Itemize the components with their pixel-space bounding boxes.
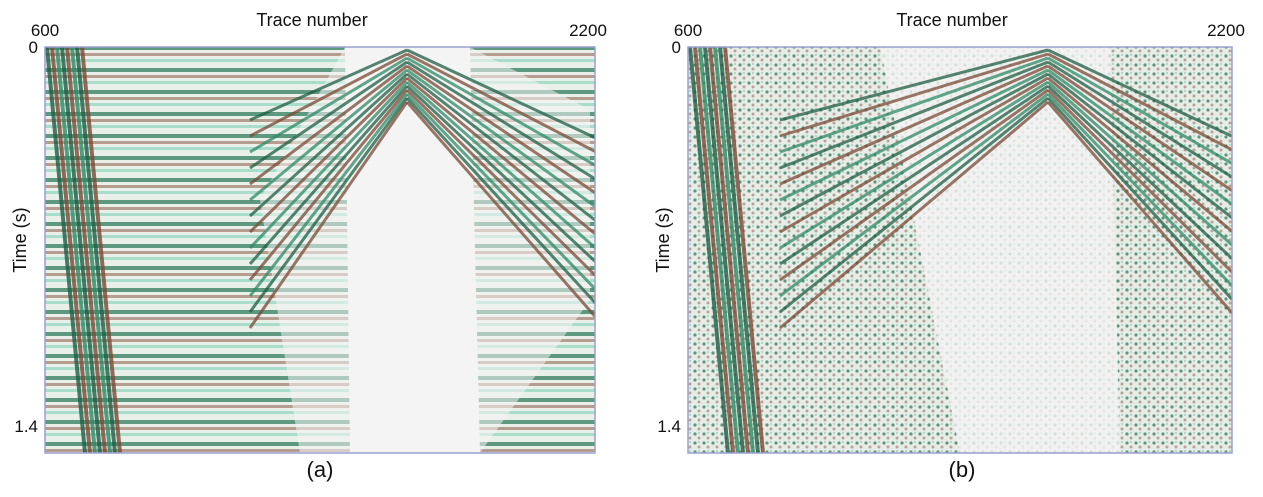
- event: [248, 93, 409, 297]
- event: [1047, 68, 1232, 207]
- event: [406, 80, 595, 250]
- seismic-image: [45, 47, 595, 453]
- event: [248, 97, 409, 313]
- event: [248, 85, 409, 265]
- x-tick-label: 2200: [1207, 21, 1245, 40]
- x-axis-label: Trace number: [896, 10, 1007, 30]
- y-tick-label: 0: [672, 38, 681, 57]
- event: [249, 60, 408, 170]
- event: [1047, 48, 1232, 138]
- event: [406, 64, 595, 195]
- event: [1047, 64, 1232, 193]
- event: [1046, 92, 1232, 288]
- event: [779, 96, 1049, 314]
- event: [779, 60, 1049, 170]
- y-tick-label: 1.4: [657, 417, 681, 436]
- event: [779, 64, 1049, 186]
- event: [1047, 76, 1232, 234]
- event: [248, 101, 409, 329]
- event: [779, 72, 1049, 218]
- event: [703, 47, 745, 453]
- event: [249, 48, 408, 122]
- panel-frame: [44, 46, 596, 454]
- event: [248, 89, 409, 281]
- event: [405, 84, 595, 264]
- event: [75, 47, 117, 453]
- event: [779, 84, 1049, 266]
- x-tick-label: 2200: [569, 21, 607, 40]
- event: [779, 76, 1049, 234]
- y-axis-label: Time (s): [10, 207, 30, 272]
- event: [65, 47, 107, 453]
- event: [406, 48, 595, 140]
- event: [406, 72, 595, 223]
- event: [45, 47, 87, 453]
- event: [1046, 84, 1232, 261]
- x-tick-label: 600: [31, 21, 59, 40]
- event: [406, 52, 595, 154]
- seismic-image: [688, 47, 1232, 453]
- event: [405, 101, 595, 319]
- event: [1047, 52, 1232, 152]
- event: [1046, 88, 1232, 275]
- event: [688, 47, 730, 453]
- event: [779, 100, 1049, 330]
- caption: (b): [949, 457, 976, 482]
- event: [55, 47, 97, 453]
- y-tick-label: 0: [29, 38, 38, 57]
- event: [718, 47, 760, 453]
- event: [50, 47, 92, 453]
- event: [249, 52, 408, 138]
- event: [1046, 101, 1232, 316]
- event: [1047, 56, 1232, 166]
- event: [779, 56, 1049, 154]
- event: [405, 92, 595, 291]
- event: [70, 47, 112, 453]
- event: [249, 64, 408, 186]
- event: [1047, 60, 1232, 179]
- event: [779, 52, 1049, 138]
- event: [698, 47, 740, 453]
- event: [249, 68, 408, 202]
- event: [60, 47, 102, 453]
- event: [405, 88, 595, 278]
- event: [779, 80, 1049, 250]
- event: [779, 88, 1049, 282]
- event: [1047, 72, 1232, 220]
- x-tick-label: 600: [674, 21, 702, 40]
- event: [779, 48, 1049, 122]
- y-tick-label: 1.4: [14, 417, 38, 436]
- caption: (a): [307, 457, 334, 482]
- event: [248, 76, 409, 234]
- x-axis-label: Trace number: [256, 10, 367, 30]
- event: [406, 60, 595, 181]
- event: [779, 68, 1049, 202]
- y-axis-label: Time (s): [653, 207, 673, 272]
- event: [1047, 80, 1232, 247]
- panel-frame: [687, 46, 1233, 454]
- event: [80, 47, 122, 453]
- event: [248, 80, 409, 250]
- event: [708, 47, 750, 453]
- event: [406, 56, 595, 167]
- event: [1046, 96, 1232, 302]
- event: [406, 68, 595, 209]
- event: [713, 47, 755, 453]
- event: [405, 96, 595, 305]
- event: [779, 92, 1049, 298]
- event: [693, 47, 735, 453]
- event: [723, 47, 765, 453]
- event: [406, 76, 595, 236]
- event: [248, 72, 409, 218]
- event: [249, 56, 408, 154]
